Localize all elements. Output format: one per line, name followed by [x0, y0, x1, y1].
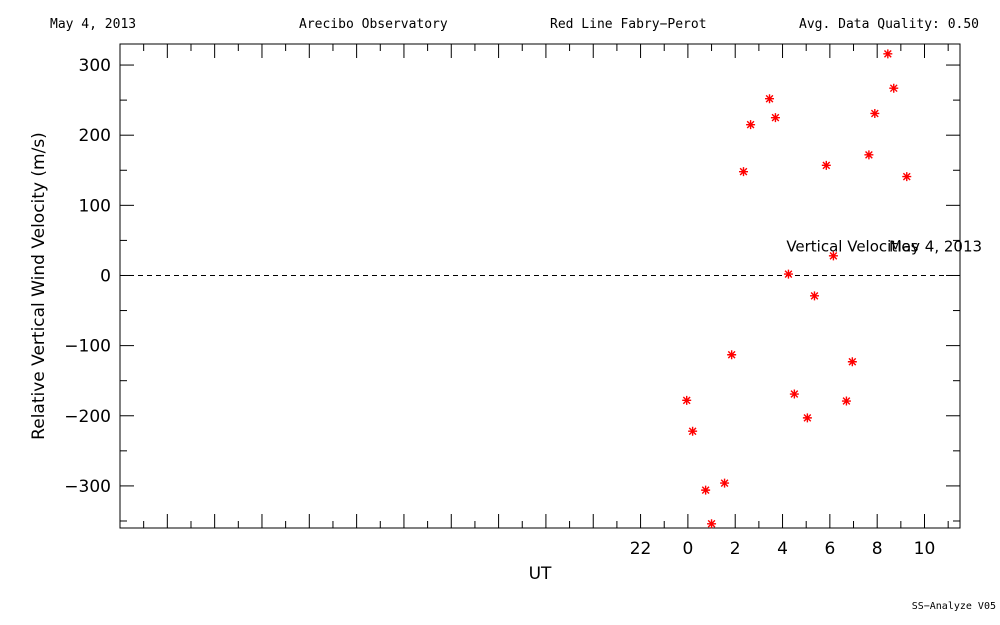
data-point: [821, 160, 831, 170]
x-tick-label: 22: [630, 539, 652, 559]
data-point: [883, 49, 893, 59]
data-point: [841, 396, 851, 406]
data-point: [738, 167, 748, 177]
y-tick-label: 200: [79, 126, 111, 146]
plot-frame: [119, 43, 961, 529]
data-point: [864, 150, 874, 160]
data-point: [770, 113, 780, 123]
y-tick-label: 100: [79, 196, 111, 216]
header-date: May 4, 2013: [50, 17, 137, 32]
x-axis-label: UT: [529, 564, 552, 584]
header-instrument: Red Line Fabry−Perot: [550, 17, 707, 32]
data-point: [765, 94, 775, 104]
y-tick-label: 0: [100, 266, 111, 286]
data-point: [789, 389, 799, 399]
y-tick-label: −300: [64, 477, 111, 497]
data-point: [847, 357, 857, 367]
data-point: [682, 395, 692, 405]
data-point: [727, 350, 737, 360]
data-point: [809, 291, 819, 301]
data-point: [889, 83, 899, 93]
annotation-title: Vertical Velocities: [786, 238, 918, 256]
header-observatory: Arecibo Observatory: [299, 17, 448, 32]
x-tick-label: 10: [914, 539, 936, 559]
data-point: [828, 251, 838, 261]
data-point: [902, 172, 912, 182]
x-tick-label: 6: [824, 539, 835, 559]
data-point: [746, 120, 756, 130]
y-tick-label: 300: [79, 56, 111, 76]
data-point: [701, 485, 711, 495]
data-point: [688, 426, 698, 436]
y-tick-label: −200: [64, 407, 111, 427]
data-point: [720, 478, 730, 488]
data-point: [870, 108, 880, 118]
x-tick-label: 8: [872, 539, 883, 559]
data-point: [783, 269, 793, 279]
annotation-date: May 4, 2013: [889, 238, 982, 256]
header-quality: Avg. Data Quality: 0.50: [799, 17, 980, 32]
data-point: [707, 519, 717, 529]
x-tick-label: 4: [777, 539, 788, 559]
data-point: [802, 413, 812, 423]
footer-version: SS−Analyze V05: [911, 601, 996, 612]
y-tick-label: −100: [64, 337, 111, 357]
x-tick-label: 0: [682, 539, 693, 559]
x-tick-label: 2: [730, 539, 741, 559]
y-axis-label: Relative Vertical Wind Velocity (m/s): [29, 132, 49, 440]
